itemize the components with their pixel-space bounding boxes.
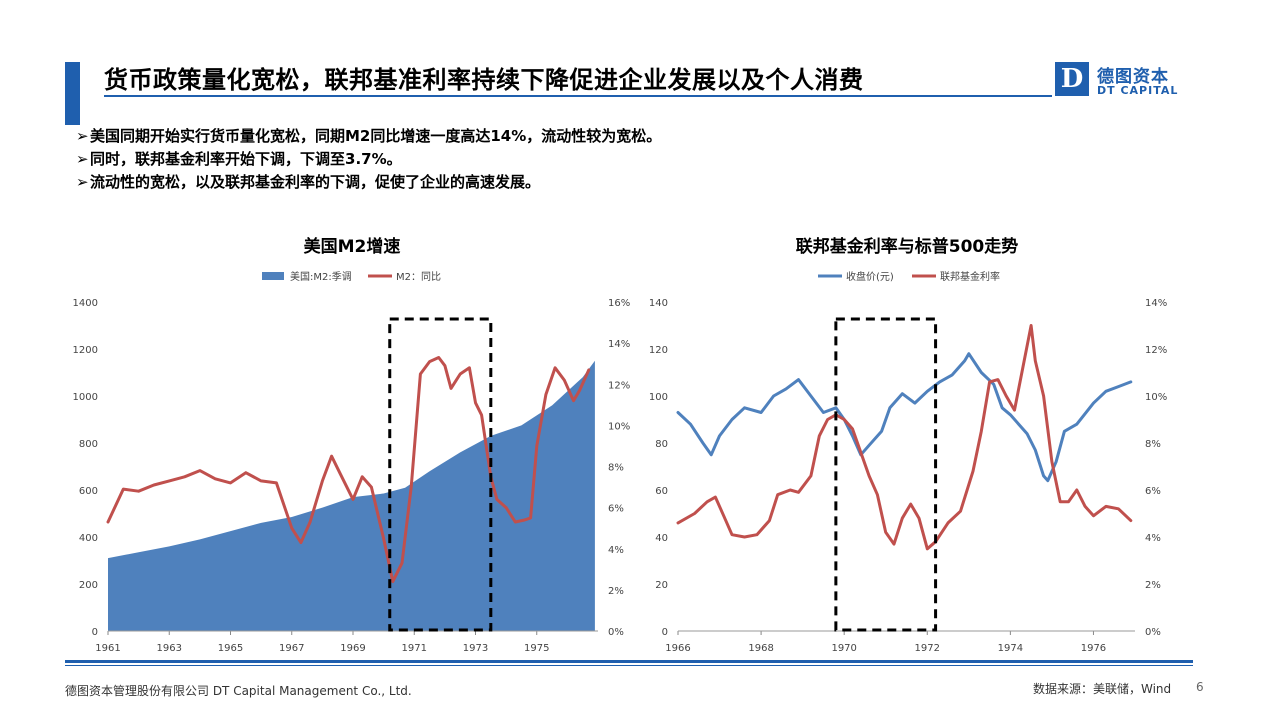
- bullet-text: 流动性的宽松，以及联邦基金利率的下调，促使了企业的高速发展。: [90, 173, 541, 191]
- y-right-tick-label: 14%: [608, 339, 630, 350]
- y-right-tick-label: 2%: [608, 586, 624, 597]
- legend-label: 联邦基金利率: [940, 270, 1000, 283]
- footer-rule-thin: [65, 665, 1193, 666]
- bullet-arrow-icon: ➢: [76, 127, 89, 145]
- footer-source: 数据来源：美联储，Wind: [1033, 682, 1172, 696]
- series-line: [106, 356, 591, 584]
- bullet-arrow-icon: ➢: [76, 173, 89, 191]
- y-left-tick-label: 0: [92, 627, 98, 638]
- y-left-tick-label: 800: [79, 439, 98, 450]
- y-left-tick-label: 1000: [73, 392, 98, 403]
- series-line: [676, 352, 1133, 483]
- m2-chart: 美国:M2:季调 M2：同比 0 200 400 600 800 1000 1200 1400 0%…: [73, 270, 631, 654]
- y-left-tick-label: 100: [649, 392, 668, 403]
- x-tick-label: 1976: [1081, 643, 1106, 654]
- bullet-arrow-icon: ➢: [76, 150, 89, 168]
- y-left-tick-label: 40: [655, 533, 668, 544]
- x-tick-label: 1967: [279, 643, 304, 654]
- bullet-list: ➢美国同期开始实行货币量化宽松，同期M2同比增速一度高达14%，流动性较为宽松。…: [76, 125, 661, 194]
- y-left-tick-label: 600: [79, 486, 98, 497]
- y-left-tick-label: 80: [655, 439, 668, 450]
- x-tick-label: 1965: [218, 643, 243, 654]
- x-tick-label: 1972: [915, 643, 940, 654]
- y-left-tick-label: 140: [649, 298, 668, 309]
- x-tick-label: 1963: [157, 643, 182, 654]
- m2-area-series: [108, 360, 595, 631]
- y-right-tick-label: 8%: [1145, 439, 1161, 450]
- legend-label: M2：同比: [396, 271, 441, 283]
- y-right-tick-label: 10%: [1145, 392, 1167, 403]
- y-right-tick-label: 14%: [1145, 298, 1167, 309]
- x-tick-label: 1971: [402, 643, 427, 654]
- x-tick-label: 1974: [998, 643, 1023, 654]
- y-right-tick-label: 0%: [1145, 627, 1161, 638]
- legend-label: 收盘价(元): [846, 270, 894, 283]
- y-right-tick-label: 16%: [608, 298, 630, 309]
- y-right-tick-label: 12%: [1145, 345, 1167, 356]
- bullet-text: 同时，联邦基金利率开始下调，下调至3.7%。: [90, 150, 402, 168]
- page-title: 货币政策量化宽松，联邦基准利率持续下降促进企业发展以及个人消费: [104, 66, 864, 94]
- logo-english-name: DT CAPITAL: [1097, 84, 1179, 97]
- x-tick-label: 1970: [831, 643, 856, 654]
- highlight-box: [388, 317, 493, 632]
- y-left-tick-label: 20: [655, 580, 668, 591]
- x-tick-label: 1975: [524, 643, 549, 654]
- legend-label: 美国:M2:季调: [290, 270, 352, 283]
- y-right-tick-label: 4%: [608, 545, 624, 556]
- y-right-tick-label: 6%: [1145, 486, 1161, 497]
- y-right-tick-label: 4%: [1145, 533, 1161, 544]
- x-tick-label: 1961: [95, 643, 120, 654]
- bullet-item: ➢同时，联邦基金利率开始下调，下调至3.7%。: [76, 148, 661, 171]
- x-tick-label: 1969: [340, 643, 365, 654]
- y-left-tick-label: 1200: [73, 345, 98, 356]
- fed-sp500-chart: 收盘价(元) 联邦基金利率 0 20 40 60 80 100 120 140 0% 2% 4% 6% 8%…: [649, 270, 1167, 654]
- bullet-item: ➢美国同期开始实行货币量化宽松，同期M2同比增速一度高达14%，流动性较为宽松。: [76, 125, 661, 148]
- y-left-tick-label: 120: [649, 345, 668, 356]
- x-tick-label: 1973: [463, 643, 488, 654]
- x-tick-label: 1968: [748, 643, 773, 654]
- page-number: 6: [1196, 680, 1204, 694]
- logo-chinese-name: 德图资本: [1097, 67, 1169, 87]
- legend-swatch: [262, 272, 284, 280]
- highlight-box: [834, 317, 938, 632]
- x-tick-label: 1966: [665, 643, 690, 654]
- y-right-tick-label: 8%: [608, 463, 624, 474]
- y-left-tick-label: 0: [662, 627, 668, 638]
- logo-mark-icon: D: [1055, 62, 1089, 96]
- series-line: [676, 324, 1133, 551]
- bullet-item: ➢流动性的宽松，以及联邦基金利率的下调，促使了企业的高速发展。: [76, 171, 661, 194]
- y-left-tick-label: 1400: [73, 298, 98, 309]
- bullet-text: 美国同期开始实行货币量化宽松，同期M2同比增速一度高达14%，流动性较为宽松。: [90, 127, 662, 145]
- footer-rule: [65, 660, 1193, 663]
- y-left-tick-label: 400: [79, 533, 98, 544]
- footer-company: 德图资本管理股份有限公司 DT Capital Management Co., …: [65, 684, 412, 698]
- title-accent-bar: [65, 62, 80, 125]
- y-left-tick-label: 60: [655, 486, 668, 497]
- y-right-tick-label: 12%: [608, 380, 630, 391]
- y-right-tick-label: 2%: [1145, 580, 1161, 591]
- y-left-tick-label: 200: [79, 580, 98, 591]
- chart-title-m2: 美国M2增速: [303, 237, 401, 257]
- y-right-tick-label: 0%: [608, 627, 624, 638]
- chart-title-fed-sp500: 联邦基金利率与标普500走势: [795, 237, 1019, 257]
- y-right-tick-label: 10%: [608, 421, 630, 432]
- title-underline: [104, 95, 1052, 97]
- y-right-tick-label: 6%: [608, 504, 624, 515]
- company-logo: D 德图资本 DT CAPITAL: [1055, 60, 1185, 100]
